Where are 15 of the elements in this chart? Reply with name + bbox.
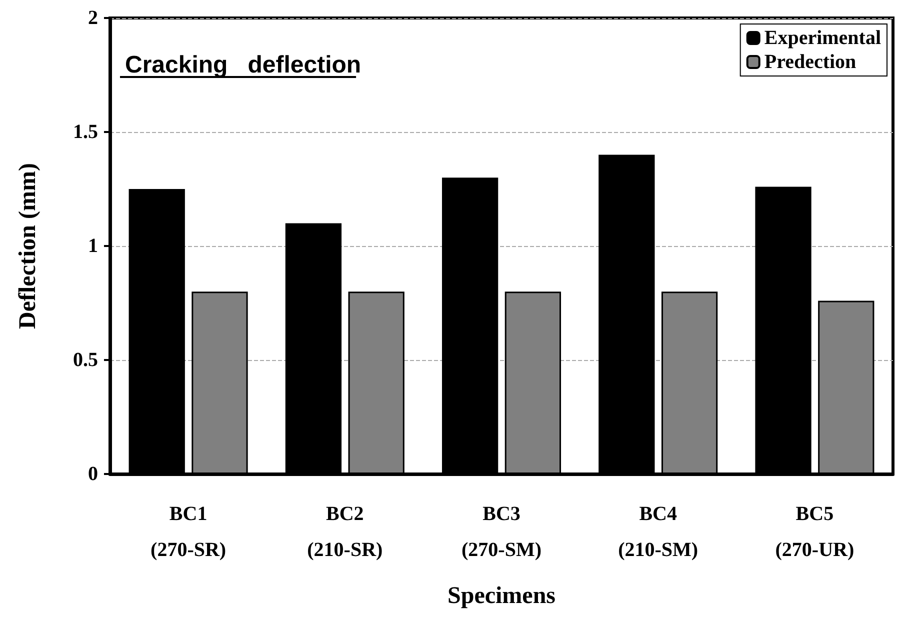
text: Cracking deflection — [125, 52, 362, 78]
y-tick-label: 1.5 — [73, 121, 98, 143]
x-tick-label: BC2 (210-SR) — [307, 503, 383, 561]
y-tick-label: 0.5 — [73, 349, 98, 371]
y-tick-label: 2 — [88, 7, 98, 29]
legend-label: Predection — [764, 51, 856, 73]
x-tick-label: BC4 (210-SM) — [618, 503, 698, 561]
y-tick-label: 0 — [88, 463, 98, 485]
x-tick-label: BC1 (270-SR) — [150, 503, 226, 561]
y-axis-title: Deflection (mm) — [15, 163, 41, 329]
legend-label: Experimental — [764, 27, 882, 49]
x-axis-title: Specimens — [448, 583, 556, 609]
x-tick-label: BC5 (270-UR) — [775, 503, 854, 561]
x-tick-label: BC3 (270-SM) — [462, 503, 542, 561]
y-tick-label: 1 — [88, 235, 98, 257]
